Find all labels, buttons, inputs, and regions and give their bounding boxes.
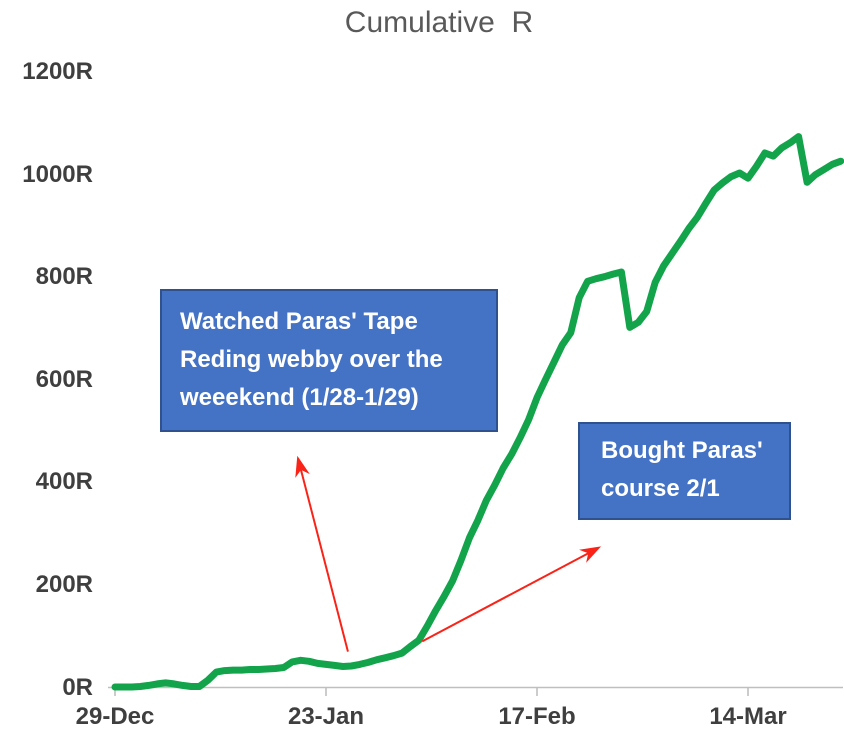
y-tick-label: 400R	[35, 468, 93, 495]
y-tick-label: 1000R	[22, 161, 93, 188]
annotation-box-webinar: Watched Paras' Tape Reding webby over th…	[160, 289, 498, 432]
y-tick-label: 1200R	[22, 58, 93, 85]
annotation-text-line: course 2/1	[601, 475, 720, 502]
annotation-text-line: weeekend (1/28-1/29)	[180, 384, 419, 411]
annotation-arrow-line	[299, 467, 349, 652]
annotation-arrow-line	[421, 551, 591, 643]
series-line	[111, 133, 844, 691]
annotation-text-line: Bought Paras'	[601, 437, 763, 464]
x-tick-label: 17-Feb	[498, 703, 576, 730]
annotation-text-line: Reding webby over the	[180, 346, 443, 373]
x-tick-label: 14-Mar	[709, 703, 787, 730]
annotation-arrow-head	[579, 546, 602, 563]
y-tick-label: 200R	[35, 571, 93, 598]
x-tick-label: 29-Dec	[75, 703, 155, 730]
y-tick-label: 600R	[35, 366, 93, 393]
annotation-arrow-head	[295, 455, 310, 478]
chart-title: Cumulative R	[344, 6, 534, 39]
annotation-box-course: Bought Paras' course 2/1	[578, 422, 791, 520]
x-tick-label: 23-Jan	[287, 703, 365, 730]
annotation-text-line: Watched Paras' Tape	[180, 308, 418, 335]
y-tick-label: 800R	[35, 263, 93, 290]
y-tick-label: 0R	[62, 674, 93, 701]
